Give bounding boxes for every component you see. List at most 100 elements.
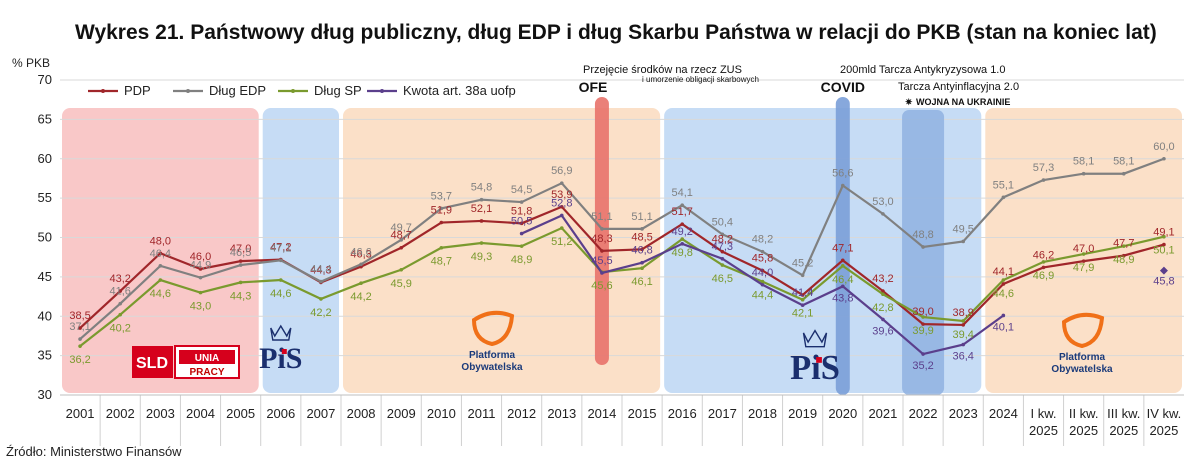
data-label-2: 39,9	[912, 325, 933, 337]
x-tick-label: 2024	[989, 406, 1018, 421]
data-label-3: 45,8	[1153, 276, 1174, 288]
chart-title: Wykres 21. Państwowy dług publiczny, dłu…	[75, 21, 1157, 44]
data-label-1: 57,3	[1033, 162, 1054, 174]
ofe-annotation-line1: Przejęcie środków na rzecz ZUS	[583, 64, 742, 76]
series-point-1	[238, 263, 243, 267]
x-tick-label: 2005	[226, 406, 255, 421]
series-point-2	[158, 278, 163, 282]
series-point-1	[198, 275, 203, 280]
y-tick-40: 40	[38, 308, 52, 323]
series-point-0	[1041, 265, 1046, 270]
data-label-2: 50,1	[1153, 245, 1174, 257]
data-label-2: 48,9	[1113, 254, 1134, 266]
series-point-1	[720, 232, 725, 237]
series-point-0	[479, 219, 484, 223]
legend: PDP Dług EDP Dług SP Kwota art. 38a uofp	[88, 83, 516, 98]
data-label-1: 58,1	[1073, 156, 1094, 168]
series-point-0	[399, 245, 404, 250]
x-tick-label: I kw. 2025	[1029, 406, 1058, 438]
covid-annotation: 200mld Tarcza Antykryzysowa 1.0	[840, 64, 1005, 76]
data-label-3: 43,8	[832, 292, 853, 304]
series-point-2	[921, 315, 925, 319]
x-tick-label: 2007	[306, 406, 335, 421]
covid-label: COVID	[821, 79, 865, 95]
data-label-0: 44,1	[993, 266, 1014, 278]
x-tick-label: 2010	[427, 406, 456, 421]
data-label-0: 43,2	[110, 273, 131, 285]
pis-logo-text: PiS	[259, 342, 302, 375]
data-label-0: 45,8	[752, 253, 773, 265]
series-point-2	[840, 264, 845, 268]
pis-logo-b: PiS	[790, 329, 840, 387]
po-logo-line2: Obywatelska	[461, 362, 523, 373]
series-point-1	[640, 227, 644, 231]
data-label-2: 42,8	[872, 302, 893, 314]
data-label-2: 46,4	[832, 274, 853, 286]
period-band-2	[343, 108, 661, 393]
series-point-2	[1081, 252, 1086, 256]
war-annotation: WOJNA NA UKRAINIE	[916, 97, 1010, 107]
y-tick-35: 35	[38, 348, 52, 363]
x-tick-label: 2019	[788, 406, 817, 421]
series-point-2	[519, 244, 524, 248]
pis-dot	[281, 349, 287, 354]
data-label-1: 51,1	[591, 211, 612, 223]
series-point-2	[278, 278, 283, 282]
series-line-0	[79, 205, 1165, 329]
series-point-2	[1041, 260, 1046, 264]
source-note: Źródło: Ministerstwo Finansów	[6, 444, 182, 459]
series-point-0	[78, 326, 82, 330]
legend-label-1: Dług EDP	[209, 83, 266, 98]
data-label-2: 45,9	[391, 278, 412, 290]
series-point-0	[1081, 259, 1086, 263]
series-point-0	[158, 251, 163, 256]
data-label-1: 47,1	[270, 242, 291, 254]
y-tick-55: 55	[38, 190, 52, 205]
unia-logo-top: UNIA	[195, 353, 219, 364]
data-label-3: 41,4	[792, 287, 813, 299]
series-point-2	[961, 319, 966, 323]
series-point-1	[881, 212, 885, 216]
data-label-1: 54,1	[672, 187, 693, 199]
series-point-3	[961, 342, 966, 347]
series-point-3	[640, 260, 644, 265]
po-logo-line1: Platforma	[1059, 352, 1106, 363]
series-layer	[78, 156, 1168, 356]
period-band-4	[985, 108, 1182, 393]
series-point-3	[600, 271, 604, 275]
series-point-1	[439, 206, 444, 211]
series-point-0	[760, 268, 765, 273]
po-logo-line2: Obywatelska	[1051, 364, 1113, 375]
series-point-1	[760, 249, 765, 254]
series-point-3	[720, 256, 725, 261]
series-point-3	[519, 231, 524, 236]
data-label-2: 49,3	[471, 251, 492, 263]
data-label-2: 46,9	[1033, 270, 1054, 282]
series-point-0	[519, 221, 524, 226]
series-point-0	[1162, 242, 1166, 247]
x-tick-label: 2018	[748, 406, 777, 421]
data-label-2: 44,4	[752, 290, 773, 302]
data-label-1: 45,2	[792, 257, 813, 269]
pis-crown-icon	[802, 329, 828, 348]
data-label-2: 44,6	[270, 288, 291, 300]
data-label-2: 48,7	[431, 256, 452, 268]
data-label-1: 58,1	[1113, 156, 1134, 168]
data-label-1: 37,1	[69, 321, 90, 333]
data-label-0: 48,0	[150, 235, 171, 247]
data-label-1: 53,7	[431, 190, 452, 202]
data-label-2: 40,2	[110, 323, 131, 335]
series-point-0	[600, 249, 604, 253]
x-tick-label: 2006	[266, 406, 295, 421]
data-label-0: 47,7	[1113, 238, 1134, 250]
data-label-2: 42,2	[310, 307, 331, 319]
data-label-1: 48,8	[912, 229, 933, 241]
series-point-3	[760, 282, 765, 287]
data-label-0: 47,2	[270, 242, 291, 254]
series-point-0	[640, 247, 644, 252]
data-label-1: 54,8	[471, 182, 492, 194]
data-label-2: 42,1	[792, 308, 813, 320]
series-point-1	[399, 238, 404, 242]
